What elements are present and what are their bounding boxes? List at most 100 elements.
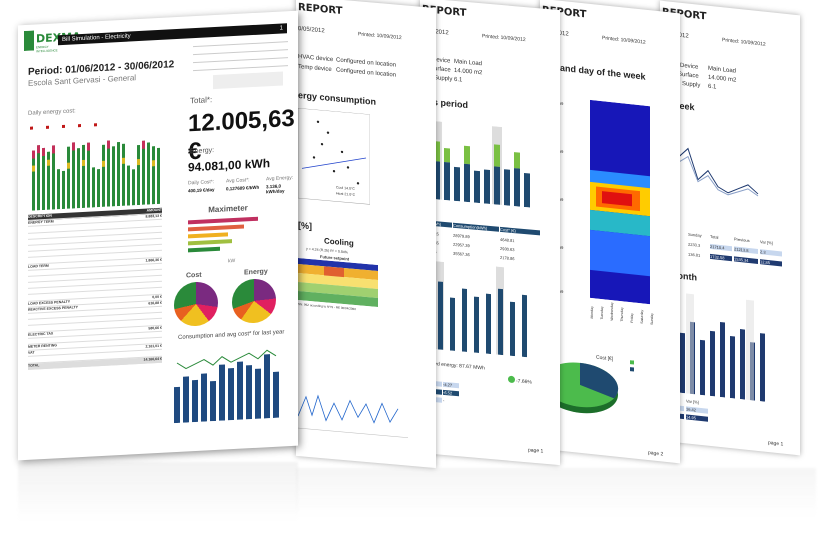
table-cell: 4648.81: [500, 236, 515, 244]
bill-table: DESCRIPTION AMOUNT ENERGY TERM 8.883,13 € …: [28, 207, 162, 370]
table-cell: 2233.3: [688, 241, 701, 248]
table-cell: 136.81: [688, 251, 701, 258]
table-head-cell: Var [%]: [686, 398, 699, 405]
daily-cost-value: 400,19 €/day: [188, 187, 215, 194]
page-reflection: [18, 462, 298, 522]
table-cell: 1535.34: [734, 256, 758, 264]
avg-cost-value: 0,127609 €/kWh: [226, 184, 260, 192]
table-head-cell: Consumption(kWh): [453, 222, 499, 232]
day-label: Tuesday: [600, 306, 604, 320]
table-head-cell: Cost* (€): [500, 226, 540, 236]
week-line-chart: [668, 136, 759, 197]
report-date: 0/05/2012: [298, 26, 325, 35]
logo-mark-icon: [24, 30, 34, 51]
report-page-5: REPORT 0/06/2012 Printed: 10/09/2012 Dev…: [660, 0, 800, 456]
surface-value: 14.000 m2: [454, 67, 483, 77]
report-page-1: DEXMA ENERGY INTELLIGENCE Bill Simulatio…: [18, 10, 298, 461]
consumption-cost-chart: [174, 349, 279, 424]
table-cell: 2.3: [760, 249, 782, 257]
energy-pie: [232, 277, 276, 325]
contract-info: [193, 37, 288, 98]
table-head-cell: Total: [710, 233, 719, 240]
logo-subtitle: ENERGY INTELLIGENCE: [36, 44, 58, 54]
page-number: page 1: [768, 439, 784, 448]
scatter-plot: [298, 108, 370, 205]
pct-change: -7.66%: [516, 378, 532, 386]
avg-energy-sub: Avg Energy:: [266, 174, 294, 183]
cost-pie-title: Cost: [186, 271, 202, 280]
supply-value: 6.1: [708, 83, 717, 91]
daily-bar-chart: [426, 261, 527, 358]
device-name: Temp device: [298, 64, 332, 73]
day-label: Friday: [630, 312, 634, 323]
table-cell: -4.27: [443, 381, 459, 389]
maximeter-title: Maximeter: [208, 203, 248, 215]
table-cell: 12.85: [760, 259, 782, 267]
day-label: Saturday: [640, 309, 644, 324]
table-cell: 22957.39: [453, 241, 470, 249]
total-label: Total*:: [190, 95, 213, 106]
daily-cost-label: Daily energy cost:: [28, 108, 76, 117]
table-cell: 1732.58: [710, 253, 732, 262]
device-name: HVAC device: [298, 54, 334, 64]
page-reflection: [296, 468, 816, 518]
previous-bar-chart: [432, 120, 530, 208]
surface-value: 14.000 m2: [708, 74, 737, 84]
energy-label: Energy:: [190, 147, 215, 156]
surface-label: Surface: [678, 71, 699, 80]
day-label: Monday: [590, 305, 594, 319]
header-title: Bill Simulation - Electricity: [62, 33, 131, 44]
report-page-4: REPORT 1/07/2012 Printed: 10/09/2012 day…: [540, 0, 680, 464]
section-pct: [%]: [298, 220, 312, 232]
section-consumption: ergy consumption: [298, 90, 377, 107]
table-cell: -6.52: [443, 389, 459, 397]
supply-label: Supply: [682, 80, 701, 89]
amount-header: AMOUNT: [146, 207, 162, 213]
cooling-title: Cooling: [324, 236, 354, 248]
page-number: 1: [279, 25, 283, 32]
maximeter-unit: kW: [228, 257, 236, 265]
cost-legend: [630, 360, 634, 372]
page-title: REPORT: [298, 2, 343, 17]
supply-label: Supply: [434, 75, 453, 83]
avg-cost-sub: Avg Cost*:: [226, 177, 250, 185]
setpoint-matrix: [298, 258, 378, 308]
avg-energy-value: 3.136,0 kWh/day: [266, 183, 285, 195]
table-cell: 28979.89: [453, 232, 470, 240]
maximeter-bar: [188, 232, 228, 239]
printed-date: Printed: 10/09/2012: [358, 31, 402, 42]
table-head-cell: Var [%]: [760, 239, 773, 246]
maximeter-bar: [188, 239, 232, 246]
day-label: Thursday: [620, 306, 624, 322]
report-page-2: REPORT 0/05/2012 Printed: 10/09/2012 HVA…: [296, 0, 436, 469]
table-cell: 35567.36: [453, 250, 470, 258]
energy-value: 94.081,00 kWh: [188, 156, 271, 175]
daily-cost-chart: [30, 123, 160, 211]
printed-date: Printed: 10/09/2012: [602, 35, 646, 46]
printed-date: Printed: 10/09/2012: [722, 37, 766, 48]
report-page-3: REPORT 1/07/2012 Printed: 10/09/2012 Dev…: [420, 0, 560, 466]
table-cell: 21710.4: [710, 243, 732, 252]
supply-value: 6.1: [454, 76, 463, 84]
day-label: Wednesday: [610, 302, 614, 321]
maximeter-bar: [188, 216, 258, 225]
table-head-cell: Sunday: [688, 231, 702, 239]
up-indicator-icon: [508, 375, 515, 384]
consumption-line-chart: [298, 394, 408, 438]
device-status: Configured on location: [336, 57, 397, 69]
device-value: Main Load: [708, 65, 737, 75]
table-cell: -: [443, 397, 445, 404]
dexma-logo: DEXMA ENERGY INTELLIGENCE: [24, 29, 81, 54]
cost-pie-3d: [542, 362, 619, 414]
maximeter-chart: [188, 215, 288, 260]
table-cell: 2178.86: [500, 254, 515, 262]
device-status: Configured on location: [336, 67, 397, 79]
page-number: page 1: [528, 447, 544, 455]
table-head-cell: Previous: [734, 236, 750, 244]
month-bar-chart: [670, 293, 765, 402]
table-cell: 16.42: [686, 406, 708, 414]
table-cell: 21213.8: [734, 246, 758, 254]
printed-date: Printed: 10/09/2012: [482, 33, 526, 44]
table-cell: 14.95: [686, 414, 708, 422]
page-number: page 2: [648, 449, 664, 458]
